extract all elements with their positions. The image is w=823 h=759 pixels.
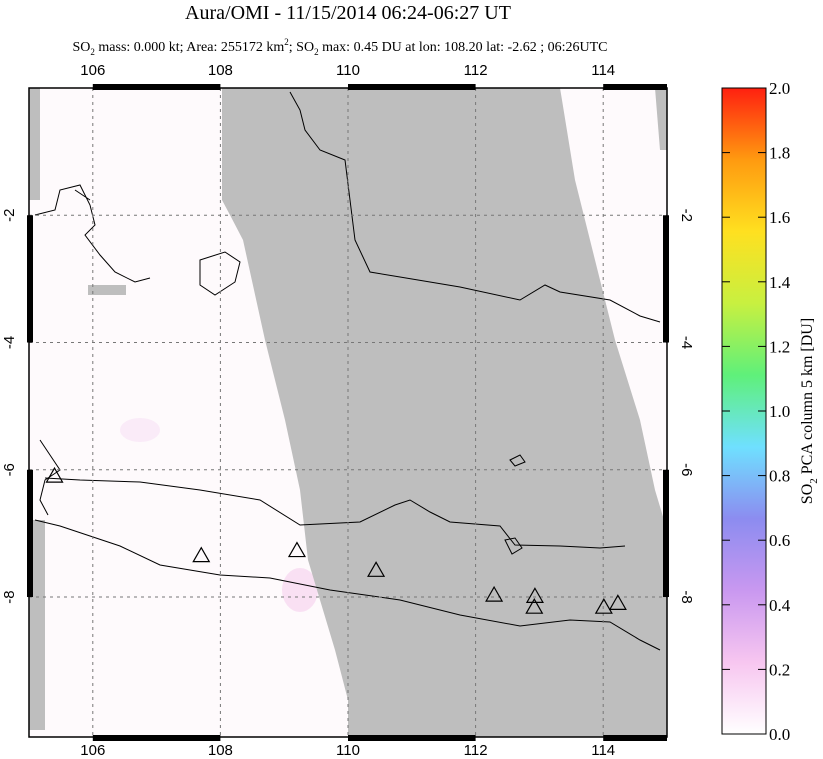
- x-tick-label: 108: [208, 62, 233, 79]
- no-data-swath: [222, 88, 667, 737]
- y-tick-label: -6: [678, 463, 695, 476]
- x-tick-label: 114: [591, 62, 615, 79]
- colorbar-tick-label: 0.8: [769, 467, 790, 486]
- volcano-marker: [525, 597, 544, 614]
- subtitle-sub: 2: [314, 47, 319, 57]
- colorbar-tick-label: 1.6: [769, 208, 790, 227]
- colorbar-tick-label: 0.2: [769, 660, 790, 679]
- y-tick-label: -4: [678, 336, 695, 349]
- subtitle-sup: 2: [284, 37, 289, 47]
- frame-bar: [348, 84, 476, 90]
- coastline: [34, 184, 151, 283]
- volcano-marker: [594, 597, 613, 614]
- frame-bar: [603, 735, 667, 741]
- frame-bar: [92, 735, 221, 741]
- x-tick-label: 112: [464, 742, 488, 759]
- no-data-patch: [29, 88, 40, 200]
- x-tick-label: 112: [464, 62, 488, 79]
- colorbar: SO2 PCA column 5 km [DU] 0.0 0.2 0.4 0.6 0.8…: [721, 79, 820, 744]
- x-tick-label: 106: [80, 742, 105, 759]
- so2-patch: [282, 568, 318, 612]
- colorbar-tick-label: 1.0: [769, 402, 790, 421]
- y-tick-label: -8: [1, 590, 18, 603]
- volcano-marker: [287, 541, 306, 558]
- frame-bar: [27, 469, 33, 598]
- subtitle-part: ; SO: [289, 40, 314, 55]
- volcano-marker: [45, 466, 64, 483]
- volcano-marker: [608, 594, 627, 610]
- coastline: [199, 251, 241, 296]
- map-title: Aura/OMI - 11/15/2014 06:24-06:27 UT: [185, 2, 511, 24]
- y-tick-label: -2: [1, 209, 18, 222]
- subtitle-part: SO: [72, 40, 90, 55]
- coastline: [44, 477, 626, 549]
- x-tick-label: 108: [208, 742, 233, 759]
- volcano-marker: [485, 585, 504, 602]
- volcano-marker: [367, 561, 386, 577]
- frame-bar: [27, 215, 33, 343]
- x-tick-label: 114: [591, 742, 615, 759]
- x-tick-label: 106: [80, 62, 105, 79]
- colorbar-tick-label: 0.0: [769, 725, 790, 744]
- colorbar-tick-label: 1.2: [769, 337, 790, 356]
- frame-bar: [663, 215, 669, 343]
- frame-bar: [92, 84, 221, 90]
- colorbar-label: SO2 PCA column 5 km [DU]: [799, 318, 820, 504]
- no-data-patch: [88, 285, 126, 295]
- y-tick-label: -8: [678, 590, 695, 603]
- subtitle-part: mass: 0.000 kt; Area: 255172 km: [95, 40, 284, 55]
- y-tick-label: -2: [678, 209, 695, 222]
- coastline: [289, 91, 661, 323]
- colorbar-tick-label: 2.0: [769, 79, 790, 98]
- label-sub: 2: [808, 478, 820, 484]
- colorbar-tick-label: 0.4: [769, 596, 791, 615]
- so2-patch: [120, 418, 160, 442]
- x-tick-label: 110: [336, 742, 360, 759]
- x-tick-label: 110: [336, 62, 360, 79]
- coastline: [504, 454, 526, 555]
- frame-bar: [348, 735, 476, 741]
- map-area: 106 106 108 108 110 110 112 112 114 114 -2 -2 -4 -4 -6…: [1, 62, 695, 759]
- colorbar-tick-label: 1.8: [769, 144, 790, 163]
- coastline: [39, 439, 61, 516]
- subtitle-sub: 2: [90, 47, 95, 57]
- y-tick-label: -6: [1, 463, 18, 476]
- no-data-patch: [655, 88, 667, 150]
- colorbar-tick-label: 0.6: [769, 531, 790, 550]
- subtitle-part: max: 0.45 DU at lon: 108.20 lat: -2.62 ;…: [319, 40, 608, 55]
- volcano-marker: [192, 546, 211, 563]
- colorbar-tick-label: 1.4: [769, 273, 791, 292]
- frame-bar: [603, 84, 667, 90]
- label-part: SO: [799, 484, 816, 504]
- map-subtitle: SO2 mass: 0.000 kt; Area: 255172 km2; SO…: [72, 37, 607, 57]
- frame-bar: [663, 469, 669, 598]
- y-tick-label: -4: [1, 336, 18, 349]
- volcano-marker: [525, 587, 544, 603]
- label-part: PCA column 5 km [DU]: [799, 318, 816, 478]
